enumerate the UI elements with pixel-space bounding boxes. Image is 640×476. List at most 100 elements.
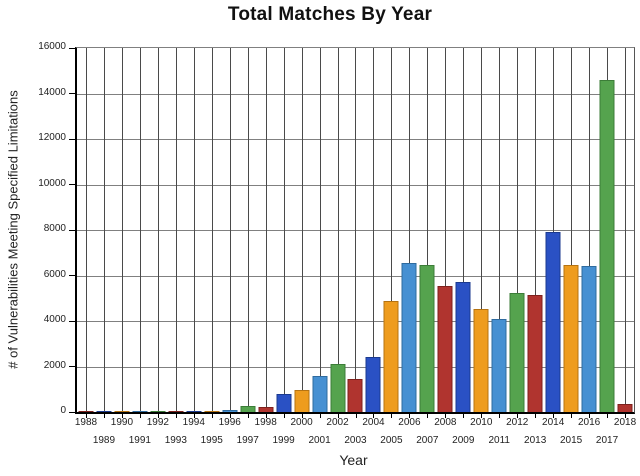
x-gridline-2007 <box>427 48 429 412</box>
band-2002 <box>329 48 347 412</box>
bar-1992 <box>150 410 166 412</box>
x-gridline-1996 <box>229 48 231 412</box>
x-tick-2017 <box>607 413 609 418</box>
band-2016 <box>580 48 598 412</box>
x-gridline-2014 <box>553 48 555 412</box>
bar-2013 <box>527 294 543 412</box>
x-tick-label-2011: 2011 <box>488 435 510 446</box>
bar-1996 <box>222 409 238 412</box>
x-tick-2000 <box>301 413 303 418</box>
x-gridline-1998 <box>265 48 267 412</box>
x-tick-2002 <box>337 413 339 418</box>
x-tick-2009 <box>463 413 465 418</box>
y-tick-2000 <box>69 366 75 367</box>
x-axis-title: Year <box>339 452 368 468</box>
x-tick-2001 <box>319 413 321 418</box>
x-gridline-2009 <box>463 48 465 412</box>
x-tick-2005 <box>391 413 393 418</box>
x-tick-1997 <box>247 413 249 418</box>
x-tick-2018 <box>625 413 627 418</box>
x-tick-2007 <box>427 413 429 418</box>
x-gridline-2008 <box>445 48 447 412</box>
bar-1990 <box>114 410 130 412</box>
band-1996 <box>221 48 239 412</box>
bar-2005 <box>383 300 399 412</box>
band-1993 <box>167 48 185 412</box>
y-tick-label-14000: 14000 <box>38 86 66 98</box>
y-tick-label-4000: 4000 <box>43 314 66 325</box>
band-1989 <box>95 48 113 412</box>
x-tick-label-2004: 2004 <box>362 417 385 428</box>
bar-1997 <box>240 406 256 412</box>
band-2000 <box>293 48 311 412</box>
bar-2004 <box>365 357 381 412</box>
x-tick-label-1997: 1997 <box>236 435 259 446</box>
y-tick-label-8000: 8000 <box>43 223 66 234</box>
x-tick-2016 <box>589 413 591 418</box>
y-tick-16000 <box>69 47 75 49</box>
x-tick-1990 <box>121 413 123 418</box>
bar-1995 <box>204 410 220 412</box>
band-2011 <box>490 48 508 412</box>
x-gridline-2013 <box>535 48 537 412</box>
band-2003 <box>347 48 365 412</box>
x-gridline-2003 <box>355 48 357 412</box>
band-2004 <box>364 48 382 412</box>
band-1994 <box>185 48 203 412</box>
bar-2016 <box>581 266 597 412</box>
band-1991 <box>131 48 149 412</box>
band-2018 <box>616 48 634 412</box>
x-gridline-1994 <box>193 48 195 412</box>
x-tick-label-2017: 2017 <box>595 435 619 446</box>
x-tick-label-1989: 1989 <box>92 435 116 446</box>
y-tick-label-0: 0 <box>60 405 66 416</box>
band-1997 <box>239 48 257 412</box>
x-gridline-2005 <box>391 48 393 412</box>
x-tick-1994 <box>193 413 195 418</box>
x-tick-2006 <box>409 413 411 418</box>
x-tick-1996 <box>229 413 231 418</box>
x-gridline-1993 <box>175 48 177 412</box>
chart-title: Total Matches By Year <box>227 4 433 25</box>
x-tick-2013 <box>535 413 537 418</box>
x-tick-2014 <box>553 413 555 418</box>
bar-2010 <box>473 308 489 412</box>
x-tick-label-2008: 2008 <box>434 417 457 428</box>
x-tick-2011 <box>499 413 501 418</box>
x-tick-label-2007: 2007 <box>416 435 439 446</box>
bar-2012 <box>509 292 525 412</box>
bar-2001 <box>312 375 328 412</box>
x-tick-label-1998: 1998 <box>254 417 277 428</box>
bar-1991 <box>132 410 148 412</box>
bar-2002 <box>330 364 346 412</box>
x-gridline-2016 <box>589 48 591 412</box>
x-gridline-2002 <box>337 48 339 412</box>
x-tick-label-2015: 2015 <box>559 435 583 446</box>
x-tick-label-1991: 1991 <box>128 435 151 446</box>
x-tick-label-1990: 1990 <box>110 417 134 428</box>
y-tick-8000 <box>69 229 75 231</box>
y-tick-4000 <box>69 320 75 322</box>
x-tick-1991 <box>139 413 141 418</box>
x-gridline-1992 <box>157 48 159 412</box>
y-tick-6000 <box>69 275 75 276</box>
x-tick-label-2006: 2006 <box>398 417 421 428</box>
x-gridline-1997 <box>247 48 249 412</box>
x-tick-label-2013: 2013 <box>524 435 547 446</box>
band-1990 <box>113 48 131 412</box>
y-tick-label-6000: 6000 <box>43 268 66 280</box>
x-tick-2012 <box>517 413 519 418</box>
x-tick-2003 <box>355 413 357 418</box>
y-tick-label-12000: 12000 <box>38 132 66 143</box>
x-tick-2004 <box>373 413 375 418</box>
bar-2006 <box>401 263 417 412</box>
x-gridline-2000 <box>301 48 303 412</box>
x-tick-label-2003: 2003 <box>344 435 367 446</box>
band-2014 <box>544 48 562 412</box>
x-gridline-2004 <box>373 48 375 412</box>
x-tick-label-1999: 1999 <box>272 435 295 446</box>
x-gridline-2015 <box>571 48 573 412</box>
x-tick-1999 <box>283 413 285 418</box>
band-2005 <box>382 48 400 412</box>
